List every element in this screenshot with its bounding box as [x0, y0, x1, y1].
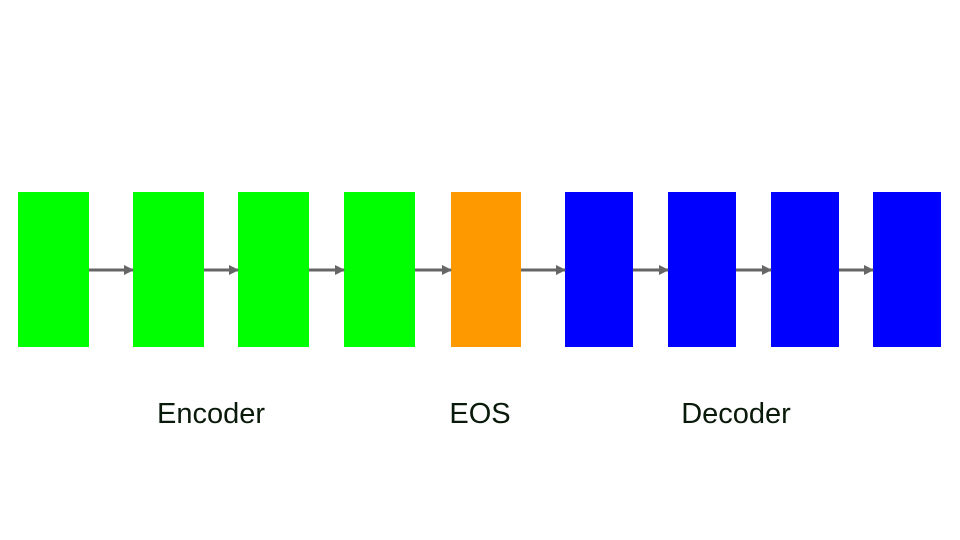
eos-block-1 — [451, 192, 521, 347]
encoder-block-2 — [133, 192, 204, 347]
encoder-block-1 — [18, 192, 89, 347]
encoder-block-3 — [238, 192, 309, 347]
encoder-label: Encoder — [157, 394, 265, 434]
encoder-block-4 — [344, 192, 415, 347]
decoder-block-4 — [873, 192, 941, 347]
decoder-block-1 — [565, 192, 633, 347]
decoder-block-2 — [668, 192, 736, 347]
eos-label: EOS — [449, 394, 510, 434]
decoder-label: Decoder — [681, 394, 791, 434]
decoder-block-3 — [771, 192, 839, 347]
